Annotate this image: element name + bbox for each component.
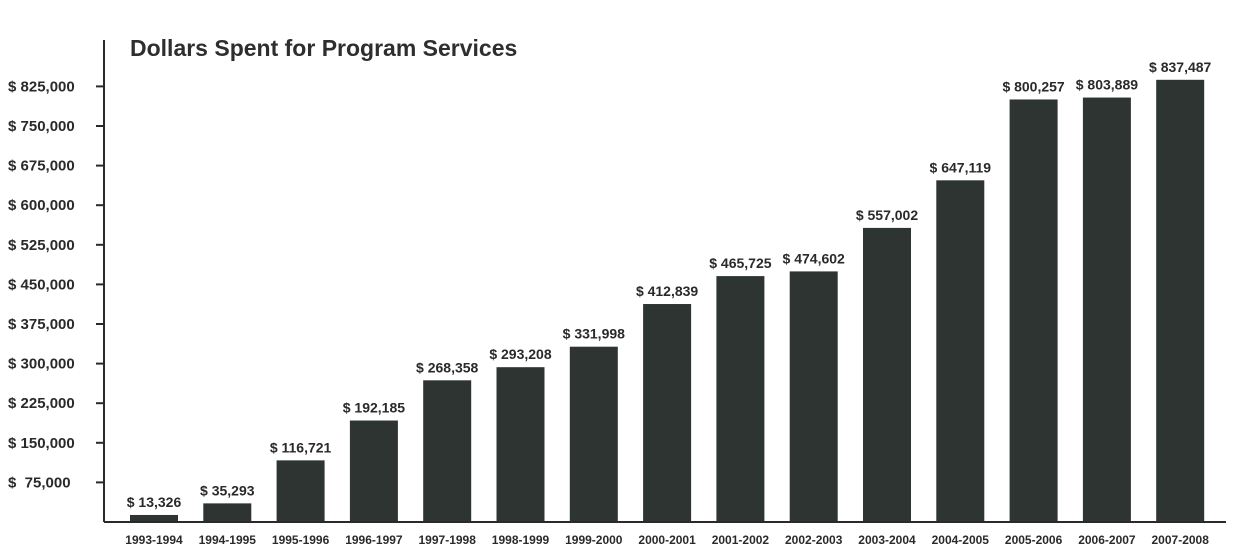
x-tick-label: 1997-1998	[419, 533, 477, 547]
bar	[496, 367, 545, 522]
y-tick-label: $ 225,000	[8, 395, 75, 412]
bar	[936, 180, 985, 522]
x-tick-label: 1998-1999	[492, 533, 550, 547]
bar	[1156, 79, 1205, 523]
data-label: $ 465,725	[709, 255, 771, 271]
y-tick-label: $ 525,000	[8, 237, 75, 254]
data-label: $ 293,208	[489, 346, 551, 362]
y-tick-label: $ 375,000	[8, 316, 75, 333]
bar	[716, 276, 765, 522]
data-label: $ 268,358	[416, 359, 478, 375]
data-label: $ 35,293	[200, 482, 255, 498]
bar	[1009, 99, 1058, 523]
x-tick-label: 2006-2007	[1078, 533, 1136, 547]
x-tick-label: 1995-1996	[272, 533, 330, 547]
bar	[276, 460, 325, 522]
y-tick-label: $ 75,000	[8, 474, 71, 491]
data-label: $ 331,998	[563, 326, 625, 342]
bar	[643, 304, 692, 522]
x-tick-label: 2007-2008	[1152, 533, 1210, 547]
x-axis: 1993-1994 1994-1995 1995-1996 1996-1997 1997…	[104, 521, 1226, 547]
y-tick-label: $ 600,000	[8, 197, 75, 214]
y-tick-label: $ 450,000	[8, 276, 75, 293]
data-label: $ 474,602	[783, 250, 845, 266]
x-tick-label: 2005-2006	[1005, 533, 1063, 547]
data-label: $ 647,119	[930, 159, 992, 175]
data-label: $ 192,185	[343, 400, 405, 416]
bar	[349, 420, 398, 522]
x-tick-label: 2000-2001	[638, 533, 696, 547]
x-tick-label: 2004-2005	[932, 533, 990, 547]
y-tick-label: $ 150,000	[8, 435, 75, 452]
y-tick-label: $ 300,000	[8, 356, 75, 373]
bars-group	[130, 79, 1205, 523]
y-tick-label: $ 825,000	[8, 78, 75, 95]
bar	[130, 514, 178, 522]
data-label: $ 557,002	[856, 207, 918, 223]
y-axis: $ 75,000 $ 150,000 $ 225,000 $ 300,000 $ 375…	[8, 40, 105, 522]
data-label: $ 13,326	[127, 494, 182, 510]
y-tick-label: $ 750,000	[8, 118, 75, 135]
x-tick-label: 2001-2002	[712, 533, 770, 547]
bar	[789, 271, 838, 522]
x-tick-label: 1993-1994	[125, 533, 183, 547]
chart-title: Dollars Spent for Program Services	[130, 35, 517, 61]
y-tick-label: $ 675,000	[8, 158, 75, 175]
data-label: $ 837,487	[1149, 59, 1211, 75]
x-tick-label: 1999-2000	[565, 533, 623, 547]
data-labels-group: $ 13,326 $ 35,293 $ 116,721 $ 192,185 $ 268,…	[127, 59, 1212, 510]
bar	[203, 503, 252, 522]
x-tick-label: 1994-1995	[199, 533, 257, 547]
bar	[569, 346, 618, 522]
x-tick-label: 2002-2003	[785, 533, 843, 547]
x-tick-label: 2003-2004	[858, 533, 916, 547]
bar	[1082, 97, 1131, 523]
data-label: $ 116,721	[270, 439, 332, 455]
x-tick-label: 1996-1997	[345, 533, 403, 547]
bar	[423, 380, 472, 522]
bar	[863, 227, 911, 522]
data-label: $ 803,889	[1076, 77, 1138, 93]
data-label: $ 800,257	[1002, 78, 1064, 94]
data-label: $ 412,839	[636, 283, 698, 299]
